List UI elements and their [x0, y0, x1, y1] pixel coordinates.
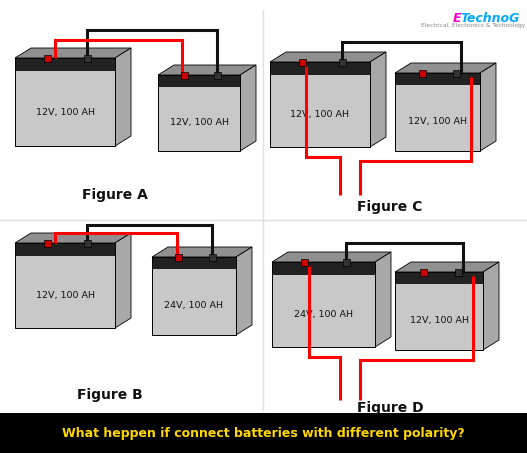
Polygon shape [270, 52, 386, 62]
Polygon shape [395, 63, 496, 73]
Polygon shape [375, 252, 391, 347]
Polygon shape [480, 63, 496, 151]
Polygon shape [395, 73, 480, 151]
Polygon shape [158, 75, 240, 86]
Text: 12V, 100 AH: 12V, 100 AH [35, 108, 94, 117]
Polygon shape [158, 65, 256, 75]
Polygon shape [213, 72, 220, 78]
Polygon shape [270, 62, 370, 74]
Polygon shape [236, 247, 252, 335]
Polygon shape [44, 54, 51, 62]
Polygon shape [83, 240, 91, 246]
Text: Figure A: Figure A [82, 188, 148, 202]
Polygon shape [272, 252, 391, 262]
Polygon shape [15, 243, 115, 328]
Text: 12V, 100 AH: 12V, 100 AH [170, 118, 229, 127]
Text: E: E [453, 12, 462, 25]
Polygon shape [395, 73, 480, 84]
Polygon shape [152, 257, 236, 268]
Polygon shape [240, 65, 256, 151]
Polygon shape [395, 272, 483, 283]
Text: 12V, 100 AH: 12V, 100 AH [409, 316, 469, 325]
Polygon shape [15, 58, 115, 70]
Polygon shape [272, 262, 375, 274]
Polygon shape [15, 48, 131, 58]
Polygon shape [370, 52, 386, 147]
Text: 24V, 100 AH: 24V, 100 AH [164, 301, 223, 310]
Text: Figure C: Figure C [357, 200, 423, 214]
Polygon shape [181, 72, 188, 78]
Text: Electrical, Electronics & Technology: Electrical, Electronics & Technology [421, 23, 525, 28]
Polygon shape [152, 247, 252, 257]
Polygon shape [455, 269, 462, 275]
Text: What heppen if connect batteries with different polarity?: What heppen if connect batteries with di… [62, 427, 464, 439]
Polygon shape [418, 69, 426, 77]
Polygon shape [483, 262, 499, 350]
Polygon shape [395, 262, 499, 272]
Polygon shape [44, 240, 51, 246]
Polygon shape [272, 262, 375, 347]
Text: 12V, 100 AH: 12V, 100 AH [290, 110, 349, 119]
Polygon shape [301, 259, 308, 265]
Polygon shape [419, 269, 427, 275]
Polygon shape [175, 254, 182, 260]
Polygon shape [338, 58, 346, 66]
Polygon shape [83, 54, 91, 62]
Text: 12V, 100 AH: 12V, 100 AH [35, 291, 94, 300]
Text: Figure B: Figure B [77, 388, 143, 402]
Text: 12V, 100 AH: 12V, 100 AH [408, 117, 467, 126]
Polygon shape [15, 233, 131, 243]
Polygon shape [115, 233, 131, 328]
Polygon shape [453, 69, 460, 77]
Text: TechnoG: TechnoG [460, 12, 520, 25]
Polygon shape [15, 243, 115, 255]
Polygon shape [270, 62, 370, 147]
Text: Figure D: Figure D [357, 401, 423, 415]
Polygon shape [15, 58, 115, 146]
Polygon shape [152, 257, 236, 335]
Text: 24V, 100 AH: 24V, 100 AH [294, 310, 353, 319]
Polygon shape [158, 75, 240, 151]
Polygon shape [343, 259, 349, 265]
Polygon shape [0, 413, 527, 453]
Polygon shape [115, 48, 131, 146]
Polygon shape [209, 254, 216, 260]
Polygon shape [395, 272, 483, 350]
Polygon shape [298, 58, 306, 66]
